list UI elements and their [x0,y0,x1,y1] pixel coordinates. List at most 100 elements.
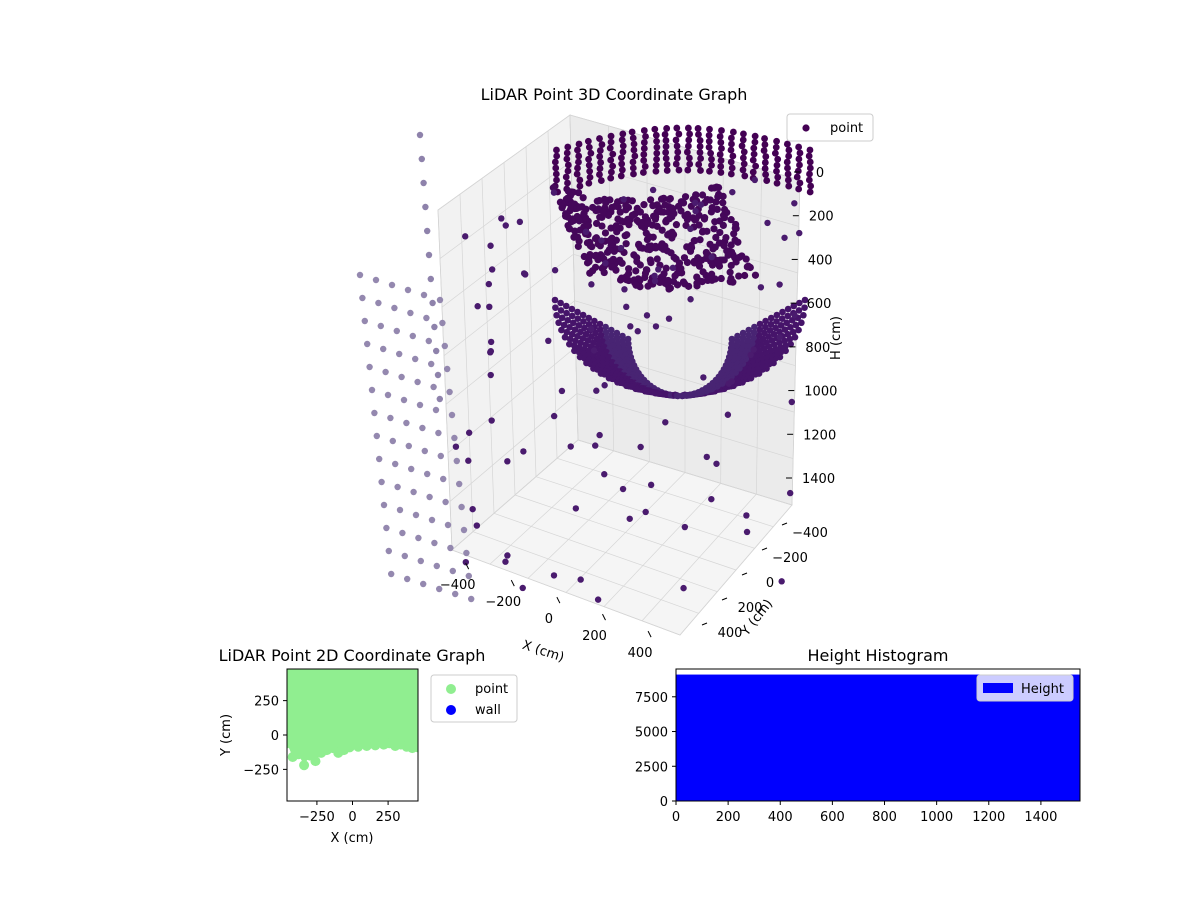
point-marker [469,505,476,513]
point-marker [685,136,693,144]
point-marker [718,145,725,152]
point-marker [563,309,570,317]
point-marker [589,267,597,275]
point-marker [699,268,707,276]
point-marker [449,567,456,575]
point-marker [685,154,693,162]
point-marker [404,286,412,294]
point-marker [628,128,636,136]
y-tick-label: 5000 [635,726,668,741]
point-marker [633,253,641,262]
point-marker [683,258,692,267]
point-marker [416,131,424,139]
point-marker [440,475,447,483]
point-marker [662,419,669,426]
point-marker [431,539,438,547]
point-marker [669,230,678,239]
point-marker [706,240,714,248]
point-marker [727,146,735,154]
point-marker [520,448,527,455]
point-marker [596,242,604,250]
point-marker [795,143,803,151]
chart-2d: LiDAR Point 2D Coordinate Graph −250 0 250… [219,646,518,846]
point-marker [425,337,432,345]
point-marker [727,241,735,249]
point-marker [388,570,395,578]
point-marker [705,143,713,151]
x-axis-3d-ticks: −400 −200 0 200 400 [440,562,652,661]
point-marker [764,219,771,227]
grid-line [679,504,793,636]
point-marker [750,334,757,342]
point-marker [545,337,552,345]
point-marker [592,442,599,449]
point-marker [562,173,570,181]
point-marker [574,315,582,323]
point-marker [435,429,442,437]
point-marker [629,158,637,166]
x-tick-label: 200 [716,810,741,825]
point-marker [773,167,780,175]
point-marker [672,136,680,144]
point-marker [681,212,689,220]
point-marker [787,340,794,348]
chart-2d-title: LiDAR Point 2D Coordinate Graph [219,646,486,665]
point-marker [720,242,728,250]
point-marker [598,237,605,244]
point-marker [681,280,689,288]
point-marker [564,221,572,230]
point-marker [739,334,747,342]
point-marker [706,196,714,204]
z-tick-label: 1000 [804,385,837,400]
point-marker [652,167,660,175]
point-marker [519,584,526,592]
point-marker [640,139,648,146]
point-marker [687,296,694,303]
point-marker [613,228,621,236]
point-marker [755,332,763,339]
point-marker [427,275,434,283]
point-marker [398,373,405,381]
y-tick-label: 200 [738,601,763,616]
point-marker [442,498,449,506]
point-marker [580,318,587,325]
point-marker [710,225,718,233]
point-marker [685,142,692,150]
point-marker [800,311,807,319]
point-marker [795,155,803,163]
point-marker [589,203,597,212]
point-marker [640,145,648,152]
point-marker [428,516,436,524]
z-axis-3d-label: H (cm) [829,316,844,360]
point-marker [651,277,659,285]
point-marker [807,182,815,190]
point-marker [436,585,443,593]
point-marker [579,194,587,202]
point-marker [762,153,770,160]
point-marker [706,167,713,175]
point-marker [416,401,424,409]
point-marker [584,222,593,230]
x-tick-label: 0 [348,810,356,825]
y-tick-label: 250 [254,695,279,710]
point-marker [598,222,606,230]
point-marker [361,741,372,751]
point-marker [644,282,652,290]
point-marker [722,233,730,242]
point-marker [591,317,598,325]
point-marker [805,176,813,184]
point-marker [609,162,617,170]
grid-line [481,178,495,514]
point-marker [564,317,572,324]
point-marker [456,480,463,488]
point-marker [550,412,558,420]
grid-line [441,207,573,308]
y-tick-label: 7500 [635,691,668,706]
point-marker [444,521,452,529]
point-marker [564,161,572,169]
point-marker [619,337,626,345]
point-marker [750,144,758,152]
point-marker [575,322,583,329]
point-marker [418,155,425,163]
